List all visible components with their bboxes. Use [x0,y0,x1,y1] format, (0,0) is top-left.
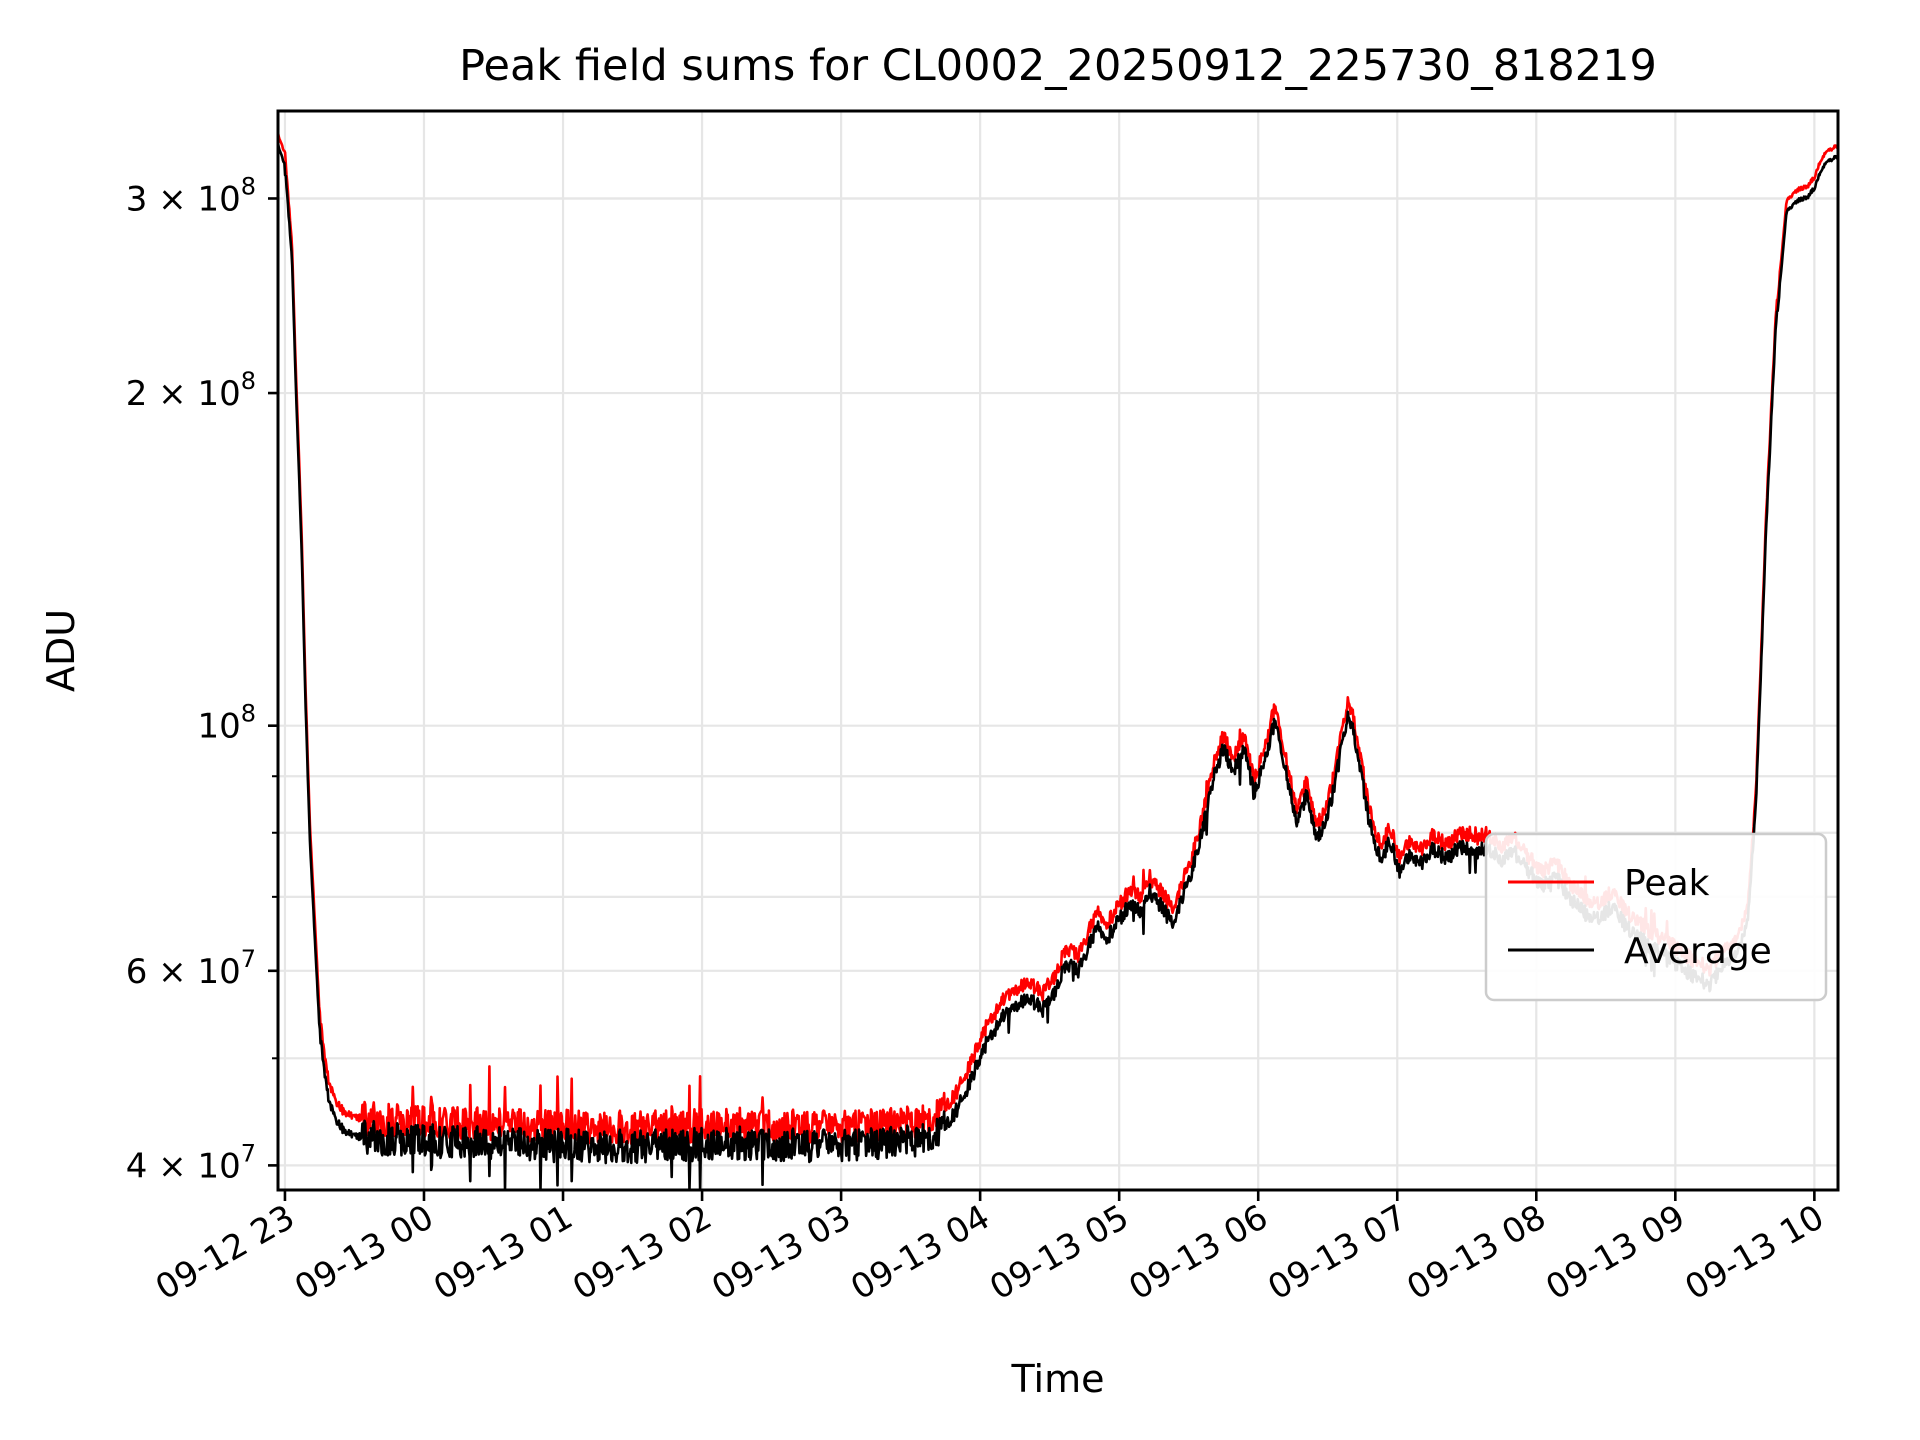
chart-legend[interactable]: Peak Average [1484,832,1828,1002]
x-axis-label: Time [1011,1357,1105,1401]
y-axis-label: ADU [39,609,83,692]
legend-label-average: Average [1624,931,1772,972]
legend-label-peak: Peak [1624,863,1710,904]
chart-title: Peak field sums for CL0002_20250912_2257… [459,41,1657,91]
gridlines [278,111,1838,1190]
y-tick-label: 2 × 108 [126,367,256,414]
plot-spines [276,109,1840,1192]
y-tick-label: 3 × 108 [126,172,256,219]
y-tick-label: 4 × 107 [126,1139,256,1186]
y-tick-label: 6 × 107 [126,945,256,992]
